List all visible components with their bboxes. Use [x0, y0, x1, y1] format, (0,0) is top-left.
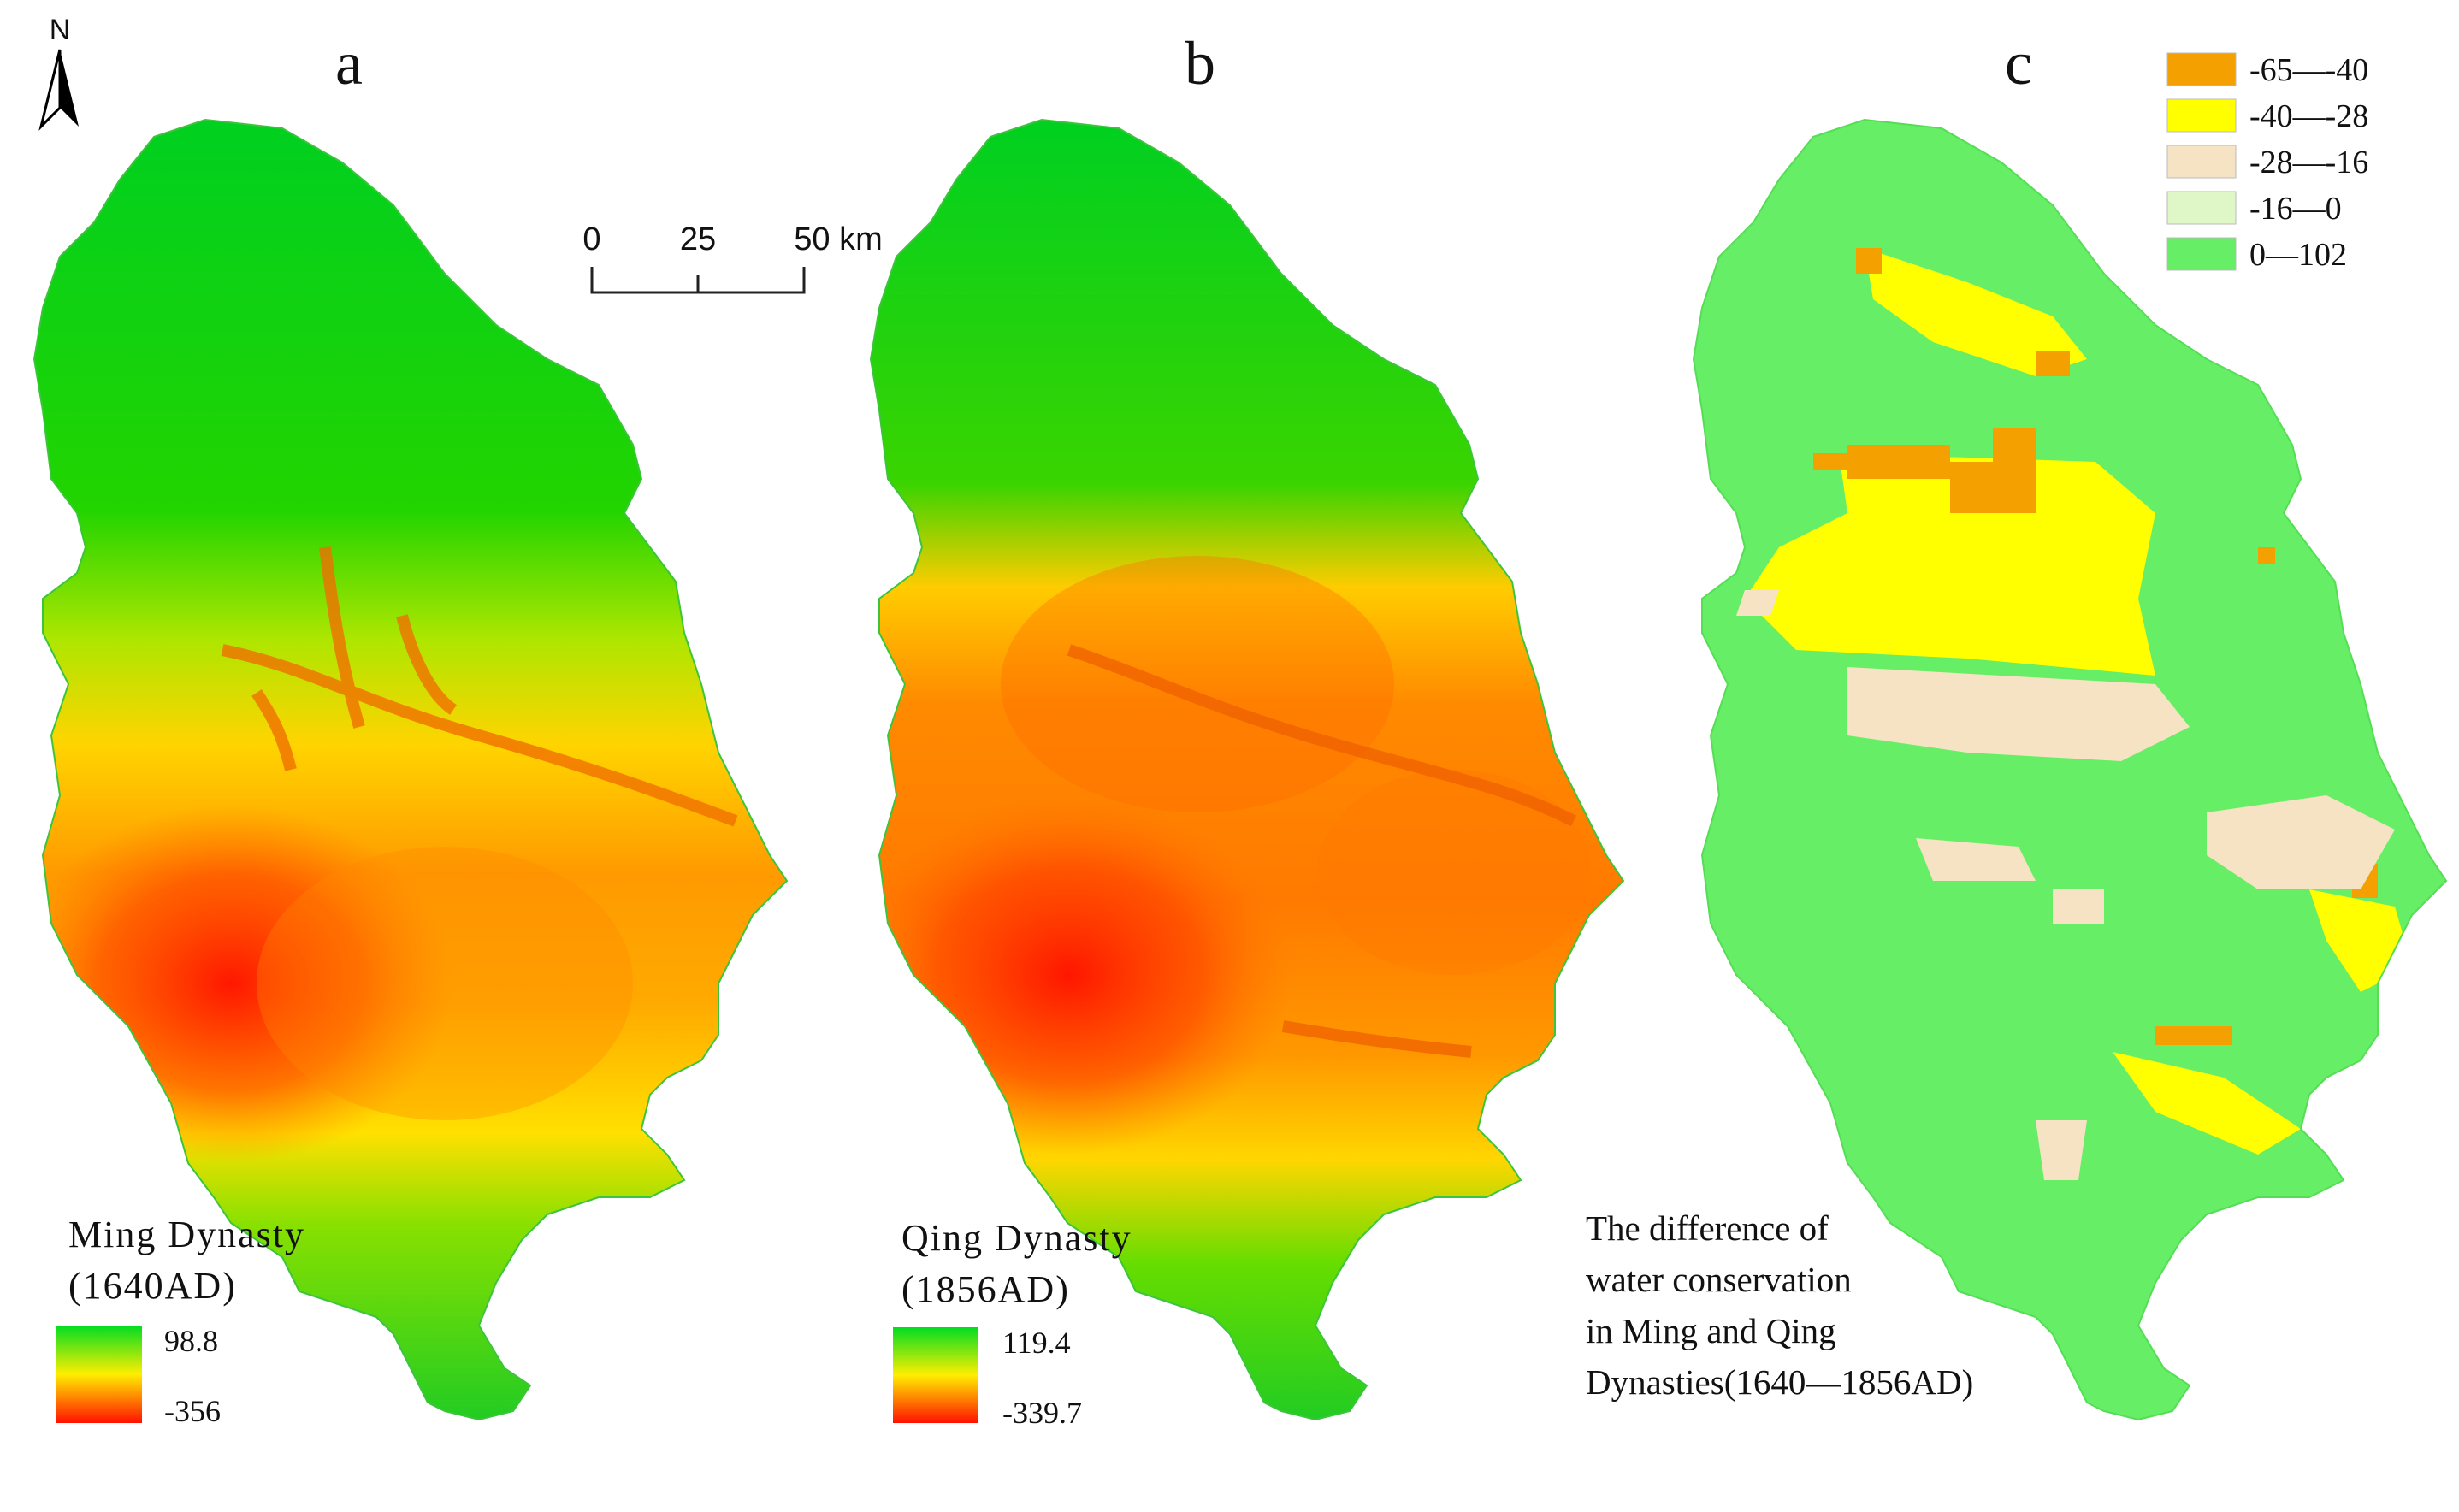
panel-a-title-line1: Ming Dynasty [68, 1214, 305, 1255]
legend-c-swatch [2166, 191, 2237, 225]
legend-c-swatch [2166, 237, 2237, 271]
legend-a-max: 98.8 [164, 1324, 218, 1358]
north-arrow: N [38, 14, 79, 131]
panel-a-title-line2: (1640AD) [68, 1265, 237, 1307]
legend-b-max: 119.4 [1002, 1326, 1071, 1360]
legend-c-label: -28—-16 [2249, 145, 2368, 180]
diff-yellow-patches [1745, 248, 2412, 1155]
valley-streaks-b [1067, 644, 1577, 1058]
scale-bar: 0 25 50 km [582, 221, 883, 294]
valley-streaks-a [221, 546, 738, 827]
scale-tick-50: 50 km [794, 221, 882, 257]
map-c [1694, 120, 2446, 1420]
legend-a: 98.8 -356 [56, 1324, 221, 1428]
map-b [871, 120, 1623, 1420]
legend-c-label: -40—-28 [2249, 98, 2368, 134]
panel-b: b Qing Dynasty (1856AD) 119.4 -339.7 [869, 29, 1625, 1430]
legend-b-min: -339.7 [1002, 1396, 1082, 1430]
panel-c: c The difference of water conservation i… [1586, 29, 2448, 1421]
caption-c-line3: in Ming and Qing [1586, 1311, 1836, 1350]
legend-c-label: 0—102 [2249, 237, 2347, 273]
legend-b: 119.4 -339.7 [893, 1326, 1082, 1430]
legend-a-ramp [56, 1326, 142, 1423]
caption-c-line1: The difference of [1586, 1208, 1829, 1248]
panel-letter-b: b [1185, 29, 1215, 97]
legend-b-ramp [893, 1327, 978, 1423]
legend-c-swatch [2166, 145, 2237, 179]
diff-tan-patches [1736, 590, 2395, 1180]
caption-c: The difference of water conservation in … [1586, 1208, 1973, 1402]
north-label: N [50, 14, 71, 46]
legend-c-swatch [2166, 98, 2237, 133]
panel-b-title-line1: Qing Dynasty [901, 1217, 1132, 1259]
legend-a-min: -356 [164, 1394, 221, 1428]
legend-c-label: -65—-40 [2249, 52, 2368, 88]
legend-c-label: -16—0 [2249, 191, 2342, 227]
panel-letter-a: a [335, 29, 363, 97]
scale-tick-25: 25 [680, 221, 716, 257]
legend-c: -65—-40 -40—-28 -28—-16 -16—0 0—102 [2166, 52, 2368, 273]
panel-b-title-line2: (1856AD) [901, 1268, 1070, 1310]
legend-c-swatch [2166, 52, 2237, 86]
caption-c-line2: water conservation [1586, 1260, 1852, 1299]
scale-tick-0: 0 [582, 221, 600, 257]
panel-letter-c: c [2005, 29, 2032, 97]
caption-c-line4: Dynasties(1640—1856AD) [1586, 1362, 1973, 1402]
